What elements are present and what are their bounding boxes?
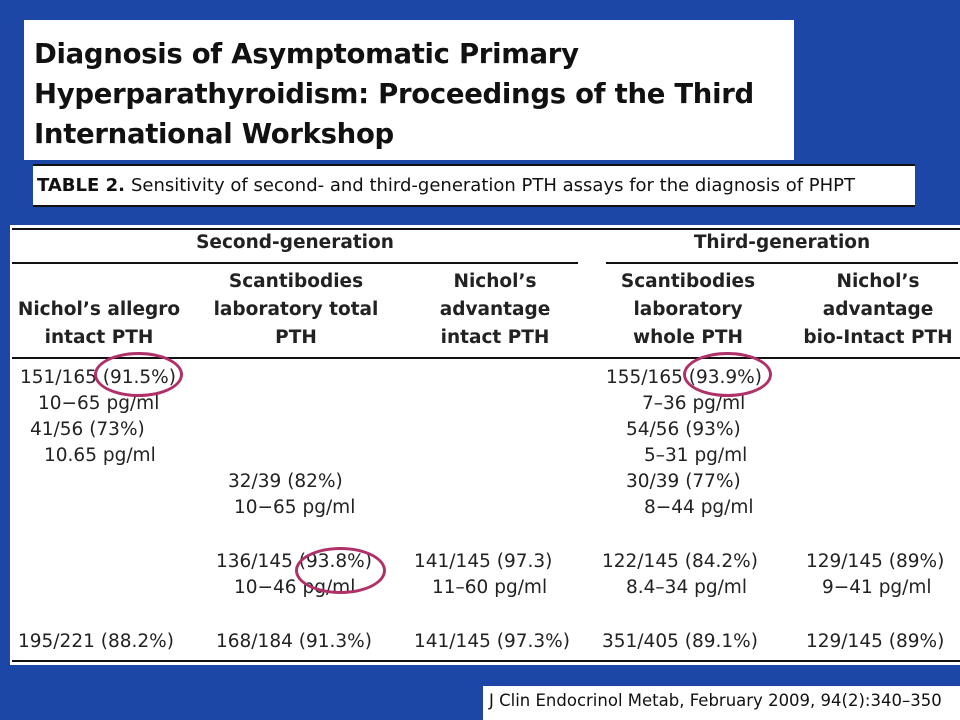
total-nichols-bio-intact: 129/145 (89%) [806,631,945,652]
col-header-scantibodies-whole: Scantibodies laboratory whole PTH [620,271,756,348]
col-header-nichols-bio-intact: Nichol’s advantage bio-Intact PTH [803,271,953,348]
cell-r3-c4-line1: 122/145 (84.2%) [602,551,758,572]
citation-text: J Clin Endocrinol Metab, February 2009, … [489,691,942,710]
cell-r1-c1-line4: 10.65 pg/ml [44,445,156,466]
col-header-nichols-allegro: Nichol’s allegro intact PTH [17,299,181,348]
cell-r1-c4-line2: 7–36 pg/ml [642,393,746,414]
cell-r3-c4-line2: 8.4–34 pg/ml [626,577,747,598]
cell-r3-c5-line2: 9−41 pg/ml [822,577,932,598]
group-rule-third [606,262,958,264]
cell-r2-c2-line2: 10−65 pg/ml [234,497,356,518]
cell-r3-c3-line1: 141/145 (97.3) [414,551,553,572]
cell-r3-c5-line1: 129/145 (89%) [806,551,945,572]
caption-text: TABLE 2. Sensitivity of second- and third… [37,175,855,196]
total-nichols-allegro: 195/221 (88.2%) [18,631,174,652]
caption-body: Sensitivity of second- and third-generat… [130,175,856,196]
title-panel: Diagnosis of Asymptomatic Primary Hyperp… [24,20,794,160]
table-label: TABLE 2. [37,175,125,196]
group-header-third-generation: Third-generation [693,232,871,253]
cell-r2-c4-line1: 30/39 (77%) [626,471,741,492]
group-rule-second [12,262,578,264]
col-header-nichols-advantage-intact: Nichol’s advantage intact PTH [439,271,551,348]
table-top-rule [12,228,960,230]
highlight-circle-total [295,547,386,594]
cell-r2-c2-line1: 32/39 (82%) [228,471,343,492]
col-header-scantibodies-total: Scantibodies laboratory total PTH [213,271,379,348]
group-header-second-generation: Second-generation [196,232,394,253]
table-bottom-rule [12,660,960,662]
cell-r1-c1-line3: 41/56 (73%) [30,419,145,440]
total-scantibodies-total: 168/184 (91.3%) [216,631,372,652]
cell-r1-c4-line3: 54/56 (93%) [626,419,741,440]
cell-r1-c4-line4: 5–31 pg/ml [644,445,748,466]
total-scantibodies-whole: 351/405 (89.1%) [602,631,758,652]
sensitivity-table: Second-generation Third-generation Nicho… [10,225,960,665]
cell-r1-c1-line2: 10−65 pg/ml [38,393,160,414]
cell-r3-c3-line2: 11–60 pg/ml [432,577,548,598]
citation-panel: J Clin Endocrinol Metab, February 2009, … [483,686,960,720]
header-bottom-rule [12,357,960,359]
table-caption: TABLE 2. Sensitivity of second- and third… [33,164,915,207]
slide-title: Diagnosis of Asymptomatic Primary Hyperp… [34,38,754,150]
cell-r2-c4-line2: 8−44 pg/ml [644,497,754,518]
total-nichols-advantage-intact: 141/145 (97.3%) [414,631,570,652]
highlight-circle-allegro [94,352,183,397]
highlight-circle-whole [683,352,772,397]
